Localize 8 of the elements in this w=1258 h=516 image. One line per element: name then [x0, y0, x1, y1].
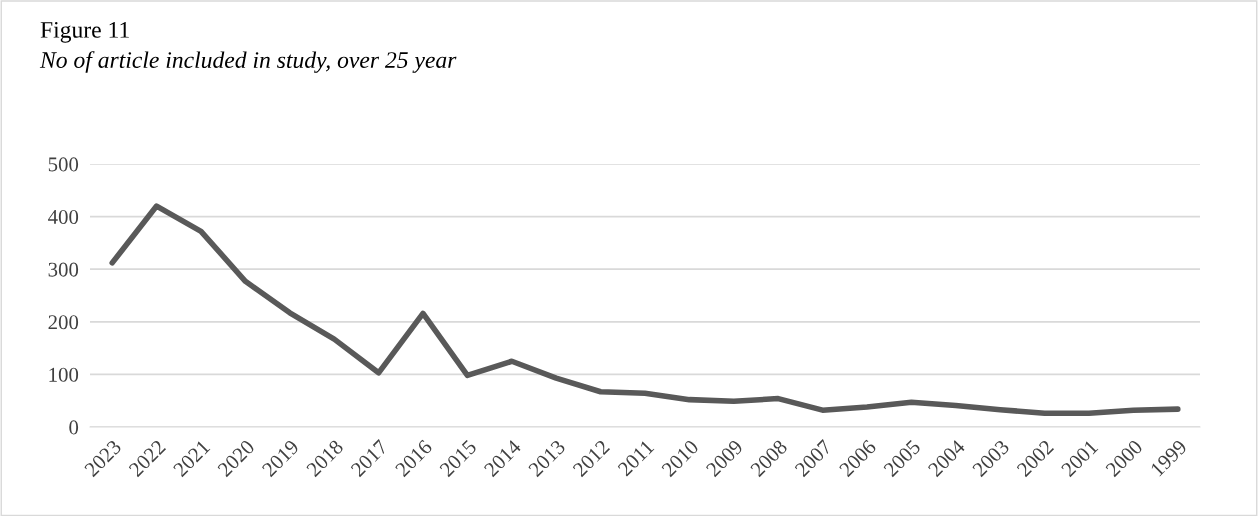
y-tick-label: 300 — [48, 262, 79, 277]
y-tick-label: 100 — [49, 367, 79, 382]
y-tick-label: 0 — [69, 420, 79, 435]
y-tick-label: 400 — [48, 209, 79, 225]
y-tick-label: 200 — [48, 315, 79, 330]
chart-title: Figure 11 — [40, 21, 129, 43]
chart-subtitle: No of article included in study, over 25 year — [39, 51, 457, 73]
y-tick-label: 500 — [48, 157, 79, 172]
